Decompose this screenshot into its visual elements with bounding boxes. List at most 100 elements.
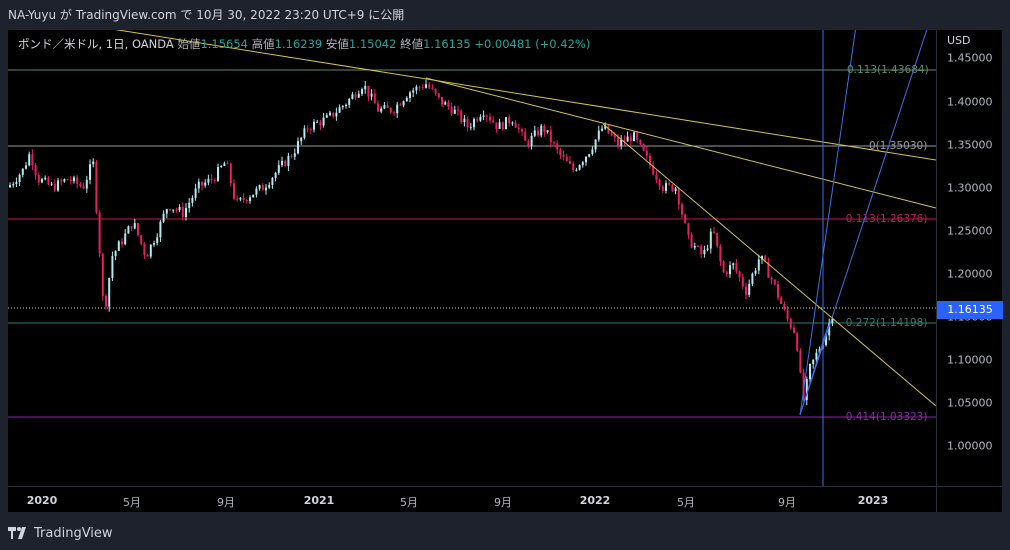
candle-body (748, 283, 751, 295)
candle-body (514, 122, 517, 128)
candle-body (175, 209, 178, 211)
candle-body (15, 182, 18, 184)
candle-body (511, 122, 514, 124)
candle-body (117, 241, 120, 251)
candle-body (380, 108, 383, 112)
price-tick-label: 1.45000 (947, 51, 993, 65)
candle-body (780, 297, 783, 304)
last-price-badge: 1.16135 (937, 301, 1003, 319)
candle-body (290, 155, 293, 157)
candle-body (341, 105, 344, 108)
candle-body (370, 93, 373, 97)
candle-body (204, 182, 207, 186)
price-tick-label: 1.30000 (947, 181, 993, 195)
candle-body (412, 90, 415, 93)
candle-body (66, 179, 69, 181)
candle-body (537, 130, 539, 136)
candle-body (521, 129, 523, 132)
time-tick-label: 9月 (494, 496, 512, 509)
time-tick-label: 2023 (857, 494, 889, 507)
candle-body (533, 130, 536, 136)
price-axis[interactable]: USD 1.45000 1.40000 1.35000 1.30000 1.25000 1… (936, 30, 1003, 486)
candle-body (389, 107, 392, 113)
candle-body (745, 286, 747, 295)
candle-body (82, 186, 85, 189)
candle-body (809, 364, 811, 380)
candle-body (146, 254, 149, 257)
time-tick-label: 2021 (303, 494, 335, 507)
candle-body (703, 249, 706, 255)
candle-body (556, 143, 559, 150)
candle-body (665, 183, 667, 191)
close-value: 1.16135 (423, 37, 471, 51)
candle-body (194, 188, 197, 198)
candle-body (437, 93, 440, 97)
candle-body (473, 119, 475, 128)
candle-body (732, 263, 735, 266)
candle-body (159, 221, 162, 238)
candle-body (559, 149, 562, 155)
fib-level-label: -0.272(1.14198) (842, 317, 928, 329)
candle-body (108, 277, 111, 307)
price-plot[interactable] (8, 30, 936, 486)
price-tick-label: 1.00000 (947, 439, 993, 453)
candle-body (239, 197, 242, 200)
candle-body (645, 150, 648, 156)
candle-body (21, 168, 24, 175)
candle-body (409, 92, 411, 98)
candle-body (565, 156, 568, 162)
candle-body (444, 102, 447, 105)
candle-body (802, 372, 805, 401)
time-axis[interactable]: 2020 5月 9月 2021 5月 9月 2022 5月 9月 2023 (8, 486, 936, 512)
candle-body (69, 179, 72, 182)
candle-body (37, 174, 40, 183)
candle-body (697, 246, 699, 248)
candle-body (85, 179, 88, 189)
candle-body (572, 163, 575, 171)
chart-frame[interactable]: ポンド／米ドル, 1日, OANDA 始値1.15654 高値1.16239 安… (8, 30, 1003, 512)
price-tick-label: 1.25000 (947, 224, 993, 238)
candle-body (713, 231, 715, 233)
candle-body (63, 179, 66, 182)
high-value: 1.16239 (274, 37, 323, 51)
candle-body (546, 130, 549, 132)
candle-body (361, 89, 363, 94)
candle-body (601, 128, 603, 131)
candle-body (137, 223, 139, 236)
candle-body (149, 244, 152, 257)
tradingview-logo-icon (8, 527, 26, 539)
time-tick-label: 5月 (400, 496, 418, 509)
candle-body (213, 180, 216, 182)
candle-body (457, 109, 459, 111)
candle-body (322, 117, 325, 126)
candle-body (812, 359, 815, 365)
candle-body (588, 154, 591, 157)
candle-body (777, 284, 779, 298)
candle-body (553, 142, 555, 144)
candle-body (217, 166, 219, 181)
price-tick-label: 1.05000 (947, 396, 993, 410)
candle-body (613, 135, 616, 138)
candle-body (367, 85, 370, 97)
candle-body (165, 209, 168, 214)
fan-line (799, 325, 829, 416)
candle-body (668, 183, 671, 185)
candle-body (50, 183, 53, 185)
candle-body (79, 184, 82, 187)
candle-body (725, 272, 728, 274)
candle-body (329, 112, 331, 116)
candlestick-series (9, 79, 834, 406)
candle-body (770, 277, 773, 280)
candle-body (687, 223, 690, 235)
candle-body (505, 117, 507, 130)
candle-body (693, 246, 696, 248)
candle-body (783, 303, 786, 310)
candle-body (156, 237, 159, 244)
candle-body (249, 197, 251, 202)
time-tick-label: 5月 (123, 496, 141, 509)
price-tick-label: 1.20000 (947, 267, 993, 281)
candle-body (303, 128, 306, 138)
candle-body (793, 327, 795, 333)
candle-body (265, 187, 267, 191)
candle-body (709, 231, 712, 249)
